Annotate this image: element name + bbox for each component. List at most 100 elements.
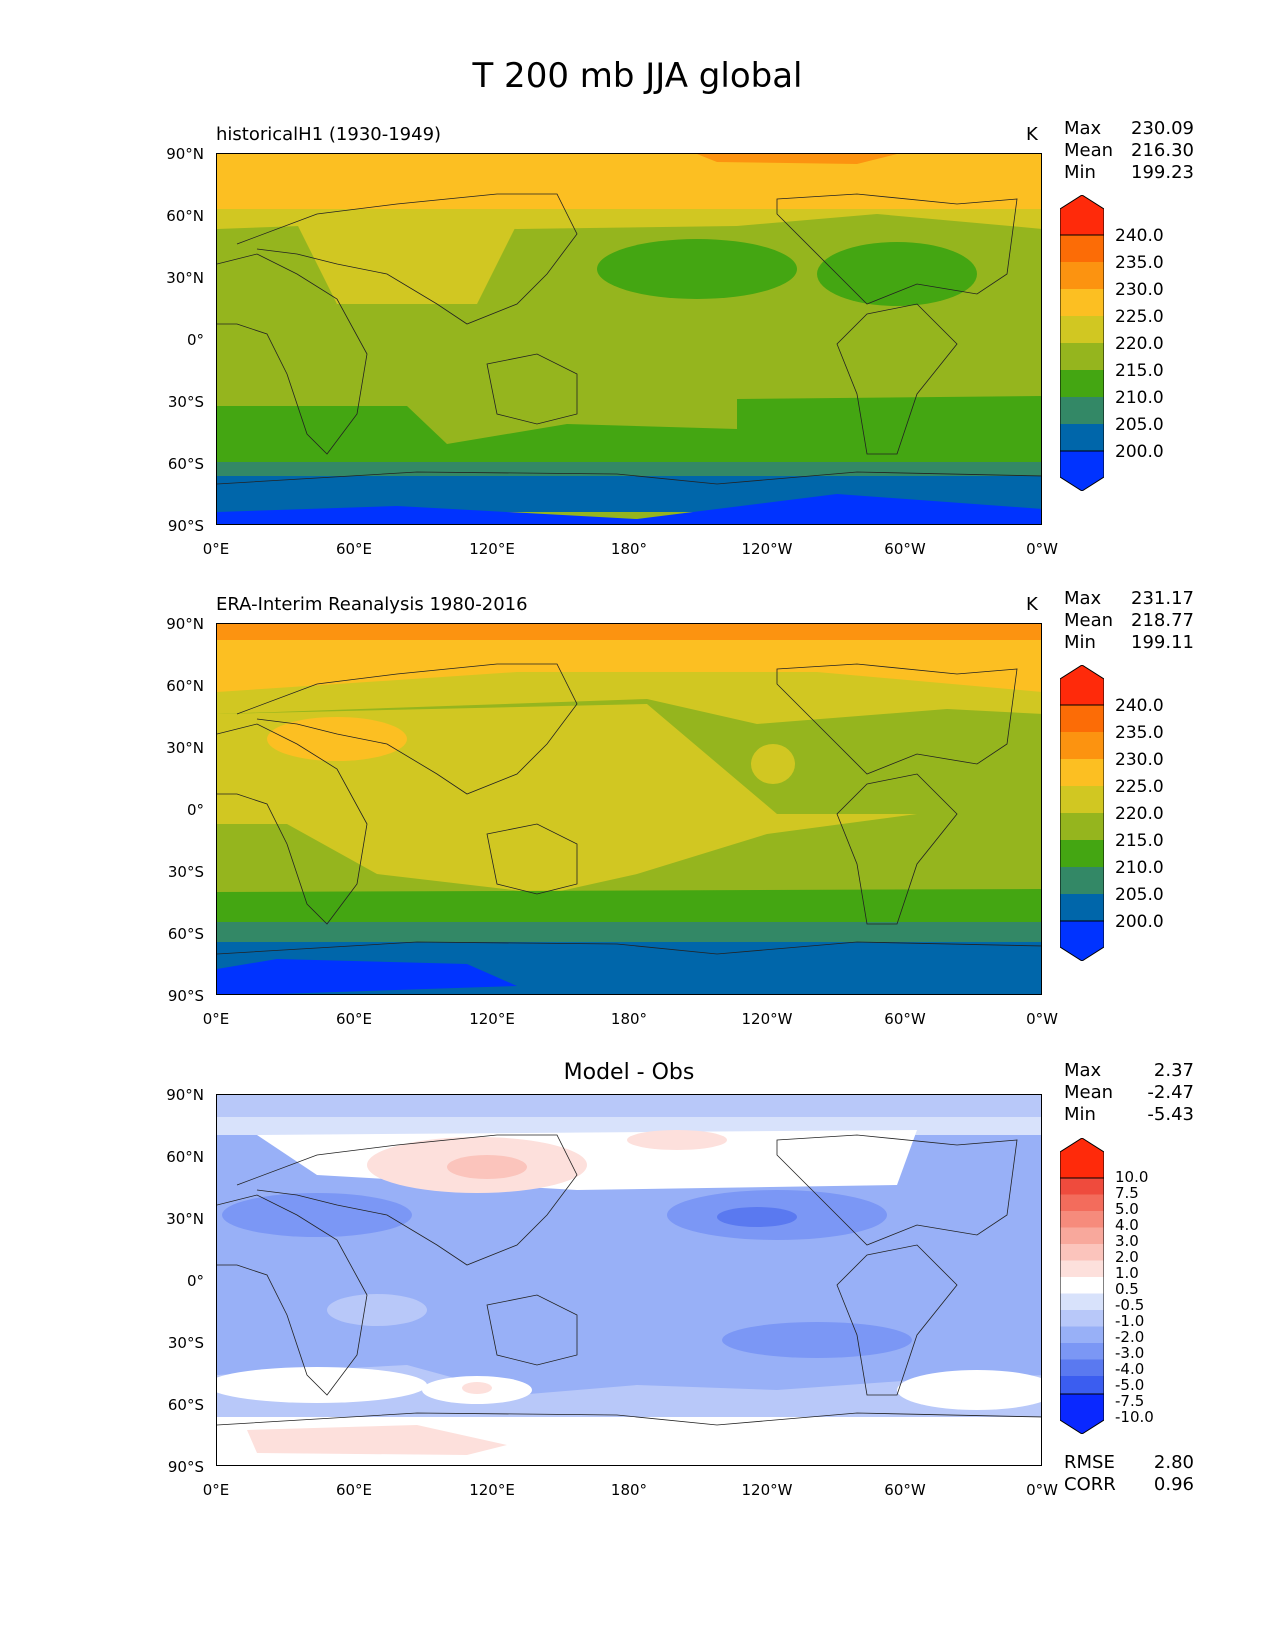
colorbar-label: 240.0 [1115, 696, 1164, 716]
colorbar-label: 225.0 [1115, 307, 1164, 327]
colorbar-temp [1060, 665, 1104, 961]
colorbar-frame [1060, 704, 1104, 922]
map-difference [216, 1094, 1042, 1466]
field-anomaly-tibet [297, 224, 517, 304]
map-svg [217, 1095, 1041, 1465]
y-tick-0: 0° [186, 801, 204, 819]
colorbar-cell [1060, 894, 1104, 921]
field-band-230 [217, 624, 1041, 642]
field-band-225 [217, 154, 1041, 209]
colorbar-diff [1060, 1138, 1104, 1434]
field-band-230 [697, 154, 897, 164]
colorbar-label: 5.0 [1115, 1200, 1139, 1218]
stat-min-label: Min [1064, 162, 1096, 183]
y-tick-90s: 90°S [167, 987, 204, 1005]
colorbar-cell [1060, 705, 1104, 732]
x-tick-0w: 0°W [1026, 540, 1058, 558]
colorbar-cell [1060, 1326, 1104, 1343]
coast-australia [486, 823, 578, 895]
colorbar-cell [1060, 1194, 1104, 1211]
colorbar-frame [1060, 1177, 1104, 1395]
stat-mean-label: Mean [1064, 140, 1114, 161]
field-band-205 [217, 922, 1041, 944]
colorbar-label: -1.0 [1115, 1312, 1145, 1330]
x-tick-0e: 0°E [202, 540, 230, 558]
coastlines [217, 1134, 1041, 1426]
y-tick-30n: 30°N [166, 269, 204, 287]
x-tick-120w: 120°W [741, 1481, 793, 1499]
coastlines [217, 193, 1041, 485]
colorbar-label: 235.0 [1115, 253, 1164, 273]
stat-max: 231.17 [1131, 588, 1194, 609]
colorbar-label: -4.0 [1115, 1360, 1145, 1378]
y-tick-90n: 90°N [166, 615, 204, 633]
y-tick-60s: 60°S [167, 1396, 204, 1414]
colorbar-label: 210.0 [1115, 388, 1164, 408]
x-tick-180: 180° [610, 540, 648, 558]
field-neutral-south-east [897, 1370, 1041, 1410]
panel-era-interim: ERA-Interim Reanalysis 1980-2016 K Max 23… [0, 470, 1275, 1028]
colorbar-label: 200.0 [1115, 912, 1164, 932]
colorbar-frame [1060, 234, 1104, 452]
x-tick-120e: 120°E [469, 540, 515, 558]
colorbar-cell [1060, 1244, 1104, 1261]
field-arctic [217, 1095, 1041, 1117]
x-tick-60e: 60°E [335, 1010, 373, 1028]
colorbar-label: 240.0 [1115, 226, 1164, 246]
colorbar-cell [1060, 867, 1104, 894]
colorbar-cell [1060, 343, 1104, 370]
colorbar-label: 200.0 [1115, 442, 1164, 462]
field-positive-south-spot [462, 1382, 492, 1394]
colorbar-label: -3.0 [1115, 1344, 1145, 1362]
coast-south-america [836, 773, 958, 925]
stat-min: 199.11 [1131, 632, 1194, 653]
coast-africa [217, 723, 368, 925]
rmse-value: 2.80 [1153, 1452, 1194, 1473]
x-tick-60w: 60°W [884, 1010, 926, 1028]
stat-mean: 216.30 [1131, 140, 1194, 161]
colorbar-label: 7.5 [1115, 1184, 1139, 1202]
y-tick-60s: 60°S [167, 455, 204, 473]
colorbar-cell [1060, 316, 1104, 343]
coast-antarctica [217, 1412, 1041, 1426]
y-tick-30n: 30°N [166, 739, 204, 757]
field-positive-antarctic [247, 1425, 507, 1455]
colorbar-label: -10.0 [1115, 1408, 1154, 1426]
colorbar-cell [1060, 1293, 1104, 1310]
stat-min-label: Min [1064, 632, 1096, 653]
coast-eurasia [236, 663, 578, 795]
colorbar-cell [1060, 1343, 1104, 1360]
y-tick-0: 0° [186, 1272, 204, 1290]
field-band-210 [217, 396, 1041, 464]
coast-australia [486, 1294, 578, 1366]
colorbar-cell [1060, 732, 1104, 759]
panel-difference: Model - Obs Max 2.37 Mean -2.47 Min -5.43 [0, 940, 1275, 1499]
colorbar-cell-bottom [1060, 1393, 1104, 1434]
colorbar-cell [1060, 262, 1104, 289]
coastlines [217, 663, 1041, 955]
colorbar-cell [1060, 840, 1104, 867]
colorbar-cell [1060, 1310, 1104, 1327]
x-tick-120e: 120°E [469, 1010, 515, 1028]
panel-title: ERA-Interim Reanalysis 1980-2016 [216, 594, 528, 615]
field-neutral-south-west [217, 1367, 427, 1403]
x-tick-120e: 120°E [469, 1481, 515, 1499]
colorbar-label: 215.0 [1115, 361, 1164, 381]
stat-min-label: Min [1064, 1104, 1096, 1125]
map-historical [216, 153, 1042, 525]
colorbar-label: -7.5 [1115, 1392, 1145, 1410]
stat-mean-label: Mean [1064, 610, 1114, 631]
colorbar-cell [1060, 1178, 1104, 1195]
coast-africa [217, 253, 368, 455]
corr-label: CORR [1064, 1474, 1116, 1495]
coast-eurasia [236, 193, 578, 325]
colorbar-cell [1060, 289, 1104, 316]
map-svg [217, 624, 1041, 994]
metrics-box: RMSE 2.80 CORR 0.96 [1064, 1452, 1194, 1496]
colorbar-temp [1060, 195, 1104, 491]
field-negative-south [722, 1322, 912, 1358]
coast-africa [217, 1194, 368, 1396]
x-tick-120w: 120°W [741, 540, 793, 558]
field-band-220 [217, 672, 1041, 724]
field-negative-europe [222, 1193, 412, 1237]
